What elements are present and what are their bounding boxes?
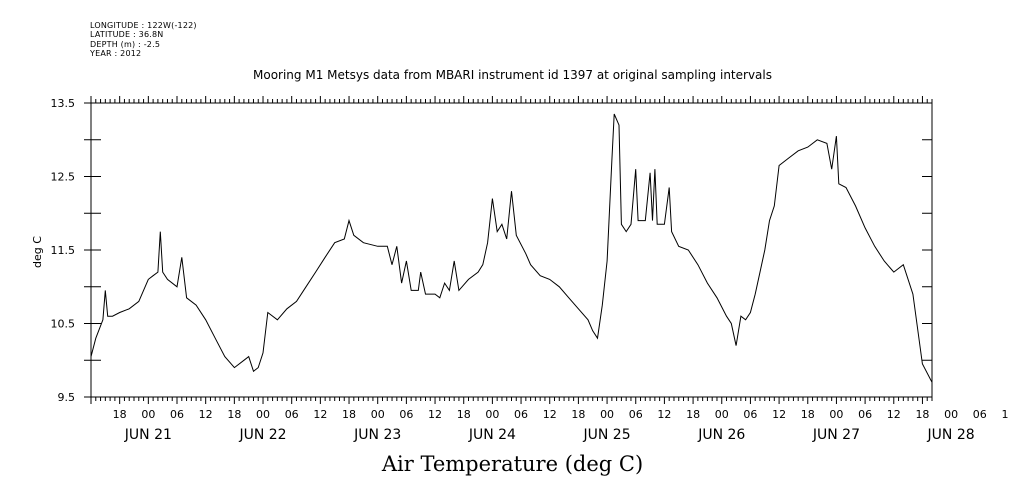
x-hour-label: 06 [629,408,643,421]
x-hour-label: 00 [829,408,843,421]
y-axis-label: deg C [31,236,44,268]
y-axis-ticks: 9.5 10.5 11.5 12.5 13.5 [51,97,932,404]
x-hour-label: 12 [657,408,671,421]
chart-title-container: Mooring M1 Metsys data from MBARI instru… [0,68,1009,82]
x-hour-label: 00 [141,408,155,421]
x-hour-label: 18 [457,408,471,421]
x-hour-label: 06 [973,408,987,421]
x-hour-label: 18 [801,408,815,421]
x-hour-label: 18 [342,408,356,421]
x-hour-label: 12 [428,408,442,421]
x-hour-label: 06 [858,408,872,421]
x-hour-label: 18 [113,408,127,421]
x-day-label: JUN 22 [238,427,286,443]
x-hour-label: 06 [285,408,299,421]
x-hour-label: 18 [915,408,929,421]
longitude-label: LONGITUDE : 122W(-122) [90,21,197,30]
x-hour-label: 00 [715,408,729,421]
x-hour-label: 06 [399,408,413,421]
x-hour-label: 00 [944,408,958,421]
x-hour-label: 12 [772,408,786,421]
y-tick-label: 11.5 [51,244,76,257]
x-axis-ticks: 18 00 06 12 18 00 06 12 18 00 06 12 18 00 06 12 18 00 06 12… [90,96,1009,443]
x-hour-label: 12 [199,408,213,421]
x-hour-label: 12 [1001,408,1009,421]
x-hour-label: 18 [571,408,585,421]
x-day-label: JUN 21 [124,427,172,443]
x-day-label: JUN 27 [812,427,860,443]
y-tick-label: 13.5 [51,97,76,110]
x-hour-label: 12 [313,408,327,421]
y-tick-label: 12.5 [51,171,76,184]
x-hour-label: 12 [887,408,901,421]
x-hour-label: 18 [686,408,700,421]
x-day-label: JUN 26 [697,427,745,443]
x-hour-label: 06 [170,408,184,421]
x-axis-label: Air Temperature (deg C) [381,452,644,476]
x-hour-label: 06 [514,408,528,421]
latitude-label: LATITUDE : 36.8N [90,30,164,40]
x-axis-label-container: Air Temperature (deg C) [0,452,1009,476]
plot-frame [90,102,933,398]
x-hour-label: 06 [743,408,757,421]
x-day-label: JUN 25 [583,427,631,443]
x-hour-label: 18 [227,408,241,421]
air-temperature-series-line [90,113,933,383]
x-day-label: JUN 24 [468,427,516,443]
x-hour-label: 00 [256,408,270,421]
year-label: YEAR : 2012 [90,49,142,59]
chart-title: Mooring M1 Metsys data from MBARI instru… [253,68,772,82]
x-hour-label: 12 [543,408,557,421]
x-day-label: JUN 23 [353,427,401,443]
y-tick-label: 9.5 [58,391,76,404]
x-hour-label: 00 [485,408,499,421]
y-tick-label: 10.5 [51,318,76,331]
x-hour-label: 00 [600,408,614,421]
station-metadata: LONGITUDE : 122W(-122) LATITUDE : 36.8N … [90,21,197,59]
plot-axes [90,102,933,398]
x-day-label: JUN 28 [927,427,975,443]
x-hour-label: 00 [371,408,385,421]
depth-label: DEPTH (m) : -2.5 [90,39,161,49]
